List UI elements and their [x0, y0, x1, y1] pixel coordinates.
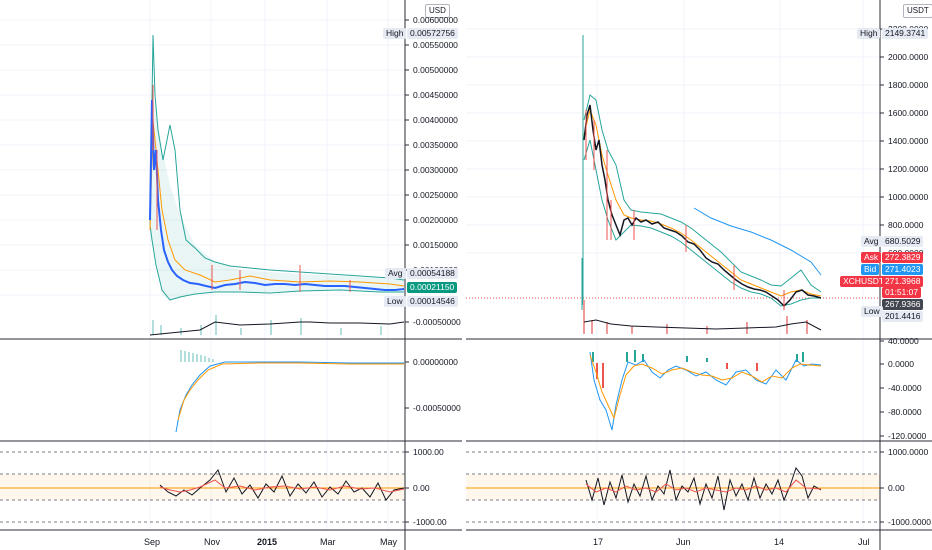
right-ma-orange — [583, 108, 822, 297]
right-avg-value: 680.5029 — [882, 236, 924, 247]
left-osc-tick: 0.00 — [413, 483, 430, 493]
right-price-tick: 1600.0000 — [888, 108, 929, 118]
left-upper-band — [149, 34, 405, 281]
right-price-tick: 40.0000 — [888, 336, 919, 346]
right-candles — [585, 110, 785, 310]
right-axis-ticks — [880, 28, 884, 523]
right-signal-line — [589, 354, 822, 420]
right-volume — [583, 300, 808, 334]
right-avg-label: Avg — [861, 236, 882, 247]
left-time-label: May — [380, 537, 398, 547]
right-volume-ma — [583, 319, 822, 331]
right-chart-canvas[interactable] — [466, 0, 932, 550]
right-upper-band — [583, 94, 822, 293]
right-bid-value: 271.4023 — [882, 264, 924, 275]
right-prev-price: 267.9366 — [882, 299, 924, 310]
right-lower-band — [583, 139, 821, 307]
right-price-tick: 1200.0000 — [888, 164, 929, 174]
right-bid-label: Bid — [861, 264, 880, 275]
right-ma-long — [693, 207, 822, 276]
left-chart-canvas[interactable] — [0, 0, 462, 550]
right-low-value: 201.4416 — [882, 311, 924, 322]
left-candles — [152, 85, 351, 292]
right-time-label: 14 — [774, 537, 785, 547]
left-signal-line — [177, 362, 404, 421]
left-price-tick: 0.00150000 — [413, 240, 458, 250]
left-price-tick: 0.00350000 — [413, 140, 458, 150]
left-osc-line — [159, 468, 405, 501]
left-time-label: Sep — [144, 537, 161, 547]
right-macd-line — [589, 351, 822, 431]
left-price-tick: 0.00600000 — [413, 15, 458, 25]
right-time-label: 17 — [593, 537, 604, 547]
left-volume — [152, 315, 382, 335]
right-chart-pane[interactable]: USDT 2200.0000 2000.0000 1800.0000 1600.… — [466, 0, 932, 550]
left-last-price: 0.00021150 — [407, 282, 458, 293]
right-symbol-label: XCHUSDT — [840, 276, 888, 287]
left-price-tick: 0.00500000 — [413, 65, 458, 75]
left-low-value: 0.00014546 — [407, 296, 458, 307]
right-macd-hist — [592, 350, 804, 388]
left-macd-hist — [180, 350, 214, 362]
left-price-tick: 0.00450000 — [413, 90, 458, 100]
right-price-tick: 800.0000 — [888, 220, 924, 230]
right-ask-value: 272.3829 — [882, 252, 924, 263]
left-chart-pane[interactable]: USD 0.00600000 0.00550000 0.00500000 0.0… — [0, 0, 462, 550]
right-osc-tick: -1000.0000 — [888, 517, 932, 527]
right-macd-tick: -80.0000 — [888, 407, 922, 417]
right-time-label: Jun — [676, 537, 691, 547]
left-avg-value: 0.00054188 — [407, 268, 458, 279]
left-osc-zone — [0, 474, 405, 500]
right-macd-tick: -40.0000 — [888, 383, 922, 393]
left-avg-label: Avg — [385, 268, 406, 279]
left-volume-ma — [149, 321, 405, 336]
left-price-tick: 0.00200000 — [413, 215, 458, 225]
right-time-label: Jul — [858, 537, 870, 547]
left-price-tick: -0.00050000 — [413, 317, 461, 327]
right-currency-badge[interactable]: USDT — [903, 4, 932, 18]
right-ask-label: Ask — [861, 252, 882, 263]
left-lower-band — [149, 224, 404, 301]
left-osc-signal — [159, 479, 405, 493]
left-time-label: Nov — [204, 537, 221, 547]
right-grid — [466, 0, 880, 530]
left-price-tick: 0.00250000 — [413, 190, 458, 200]
right-high-value: 2149.3741 — [882, 28, 929, 39]
right-last-price: 271.3968 — [882, 276, 924, 287]
pane-divider[interactable] — [462, 0, 466, 550]
left-price-tick: 0.00400000 — [413, 115, 458, 125]
right-price-tick: 1400.0000 — [888, 136, 929, 146]
left-macd-line — [175, 361, 404, 433]
right-high-label: High — [857, 28, 881, 39]
left-osc-levels — [0, 451, 405, 523]
left-time-label: Mar — [320, 537, 336, 547]
left-high-value: 0.00572756 — [407, 28, 458, 39]
left-macd-tick: -0.00050000 — [413, 403, 461, 413]
left-time-label: 2015 — [257, 537, 278, 547]
left-price-tick: 0.00300000 — [413, 165, 458, 175]
left-grid — [0, 0, 405, 530]
left-price-tick: 0.00550000 — [413, 40, 458, 50]
left-ma-orange — [149, 119, 405, 287]
left-currency-badge[interactable]: USD — [425, 4, 450, 18]
right-countdown: 01:51:07 — [882, 287, 922, 298]
left-osc-tick: 1000.00 — [413, 447, 444, 457]
right-price-tick: 2000.0000 — [888, 52, 929, 62]
right-osc-tick: 1000.0000 — [888, 447, 929, 457]
right-osc-tick: 0.00 — [888, 483, 905, 493]
right-price-tick: 1800.0000 — [888, 80, 929, 90]
right-macd-tick: -120.0000 — [888, 431, 927, 441]
right-low-label: Low — [861, 306, 883, 317]
right-osc-signal — [585, 479, 822, 493]
left-osc-tick: -1000.00 — [413, 517, 447, 527]
right-price-line — [583, 104, 822, 308]
left-macd-tick: 0.00000000 — [413, 357, 458, 367]
left-low-label: Low — [384, 296, 406, 307]
right-osc-levels — [466, 451, 880, 523]
right-macd-tick: 0.0000 — [888, 359, 914, 369]
left-band-fill — [150, 95, 404, 300]
right-price-tick: 1000.0000 — [888, 192, 929, 202]
left-high-label: High — [383, 28, 407, 39]
